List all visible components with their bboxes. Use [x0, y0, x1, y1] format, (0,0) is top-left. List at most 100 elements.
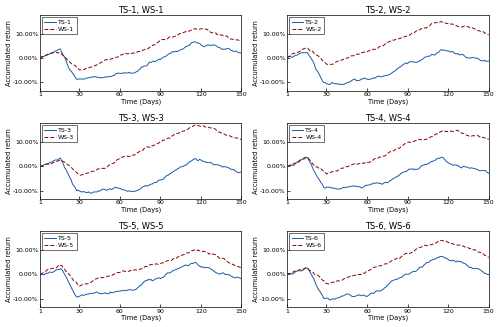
- WS-4: [486, 138, 492, 142]
- TS-4: [352, 184, 358, 188]
- TS-4: [425, 162, 431, 166]
- TS-2: [326, 83, 332, 87]
- WS-4: [366, 161, 372, 164]
- Title: TS-4, WS-4: TS-4, WS-4: [365, 113, 410, 123]
- TS-2: [352, 77, 358, 81]
- WS-6: [438, 238, 444, 242]
- TS-6: [425, 261, 431, 265]
- Line: TS-5: TS-5: [40, 262, 241, 297]
- TS-6: [352, 294, 358, 298]
- WS-1: [144, 47, 150, 51]
- WS-3: [194, 123, 200, 127]
- TS-6: [399, 275, 405, 279]
- TS-5: [152, 277, 158, 281]
- Line: TS-1: TS-1: [40, 42, 241, 79]
- TS-3: [154, 181, 160, 184]
- WS-2: [453, 24, 459, 27]
- Title: TS-5, WS-5: TS-5, WS-5: [118, 222, 164, 231]
- TS-4: [284, 164, 290, 168]
- TS-1: [37, 55, 43, 59]
- WS-5: [238, 265, 244, 269]
- WS-2: [425, 25, 431, 29]
- TS-4: [391, 176, 397, 180]
- WS-1: [238, 40, 244, 44]
- Legend: TS-5, WS-5: TS-5, WS-5: [42, 233, 77, 250]
- TS-3: [179, 165, 185, 169]
- Line: WS-1: WS-1: [40, 29, 241, 70]
- WS-3: [238, 138, 244, 142]
- WS-5: [178, 254, 184, 258]
- TS-6: [391, 278, 397, 282]
- WS-5: [206, 252, 212, 256]
- WS-5: [104, 274, 110, 278]
- WS-6: [453, 243, 459, 247]
- TS-2: [399, 63, 405, 67]
- X-axis label: Time (Days): Time (Days): [120, 99, 161, 105]
- Legend: TS-3, WS-3: TS-3, WS-3: [42, 125, 77, 142]
- Line: WS-4: WS-4: [288, 130, 488, 174]
- Legend: TS-1, WS-1: TS-1, WS-1: [42, 17, 77, 34]
- WS-6: [352, 273, 358, 277]
- TS-2: [284, 56, 290, 60]
- Line: WS-5: WS-5: [40, 250, 241, 286]
- WS-1: [37, 56, 43, 60]
- Y-axis label: Accumulated return: Accumulated return: [6, 20, 12, 86]
- Y-axis label: Accumulated return: Accumulated return: [253, 236, 259, 302]
- WS-1: [104, 58, 110, 61]
- TS-1: [191, 40, 197, 44]
- WS-5: [118, 270, 124, 274]
- TS-3: [106, 187, 112, 191]
- Title: TS-1, WS-1: TS-1, WS-1: [118, 6, 164, 15]
- WS-4: [452, 129, 458, 133]
- WS-4: [324, 172, 330, 176]
- TS-1: [238, 51, 244, 55]
- WS-2: [391, 38, 397, 42]
- TS-3: [120, 188, 126, 192]
- TS-3: [88, 191, 94, 195]
- TS-1: [152, 60, 158, 64]
- WS-6: [391, 257, 397, 261]
- X-axis label: Time (Days): Time (Days): [120, 207, 161, 214]
- TS-5: [104, 292, 110, 296]
- TS-6: [366, 294, 372, 298]
- WS-3: [104, 164, 110, 168]
- WS-3: [118, 156, 124, 160]
- TS-1: [206, 43, 212, 47]
- WS-4: [425, 137, 431, 141]
- WS-6: [284, 272, 290, 276]
- Line: TS-2: TS-2: [288, 49, 488, 85]
- TS-4: [399, 171, 405, 175]
- WS-1: [118, 53, 124, 57]
- TS-4: [366, 183, 372, 187]
- WS-1: [152, 43, 158, 47]
- Y-axis label: Accumulated return: Accumulated return: [6, 236, 12, 302]
- Line: TS-6: TS-6: [288, 256, 488, 300]
- WS-1: [192, 27, 198, 31]
- WS-1: [76, 68, 82, 72]
- WS-4: [352, 162, 358, 165]
- TS-5: [238, 277, 244, 281]
- WS-4: [391, 148, 397, 152]
- Y-axis label: Accumulated return: Accumulated return: [6, 128, 12, 194]
- WS-6: [425, 244, 431, 248]
- TS-2: [438, 47, 444, 51]
- WS-5: [37, 272, 43, 276]
- TS-1: [75, 77, 81, 81]
- WS-1: [206, 29, 212, 33]
- Title: TS-2, WS-2: TS-2, WS-2: [365, 6, 410, 15]
- Y-axis label: Accumulated return: Accumulated return: [253, 20, 259, 86]
- Line: WS-6: WS-6: [288, 240, 488, 284]
- WS-1: [178, 31, 184, 35]
- X-axis label: Time (Days): Time (Days): [368, 315, 408, 321]
- WS-5: [192, 248, 198, 251]
- TS-5: [37, 273, 43, 277]
- TS-4: [337, 187, 343, 191]
- WS-2: [486, 33, 492, 37]
- Legend: TS-2, WS-2: TS-2, WS-2: [289, 17, 324, 34]
- WS-3: [144, 145, 150, 149]
- TS-6: [453, 260, 459, 264]
- WS-4: [399, 144, 405, 148]
- WS-2: [325, 62, 331, 66]
- TS-6: [437, 254, 443, 258]
- Line: TS-3: TS-3: [40, 158, 241, 193]
